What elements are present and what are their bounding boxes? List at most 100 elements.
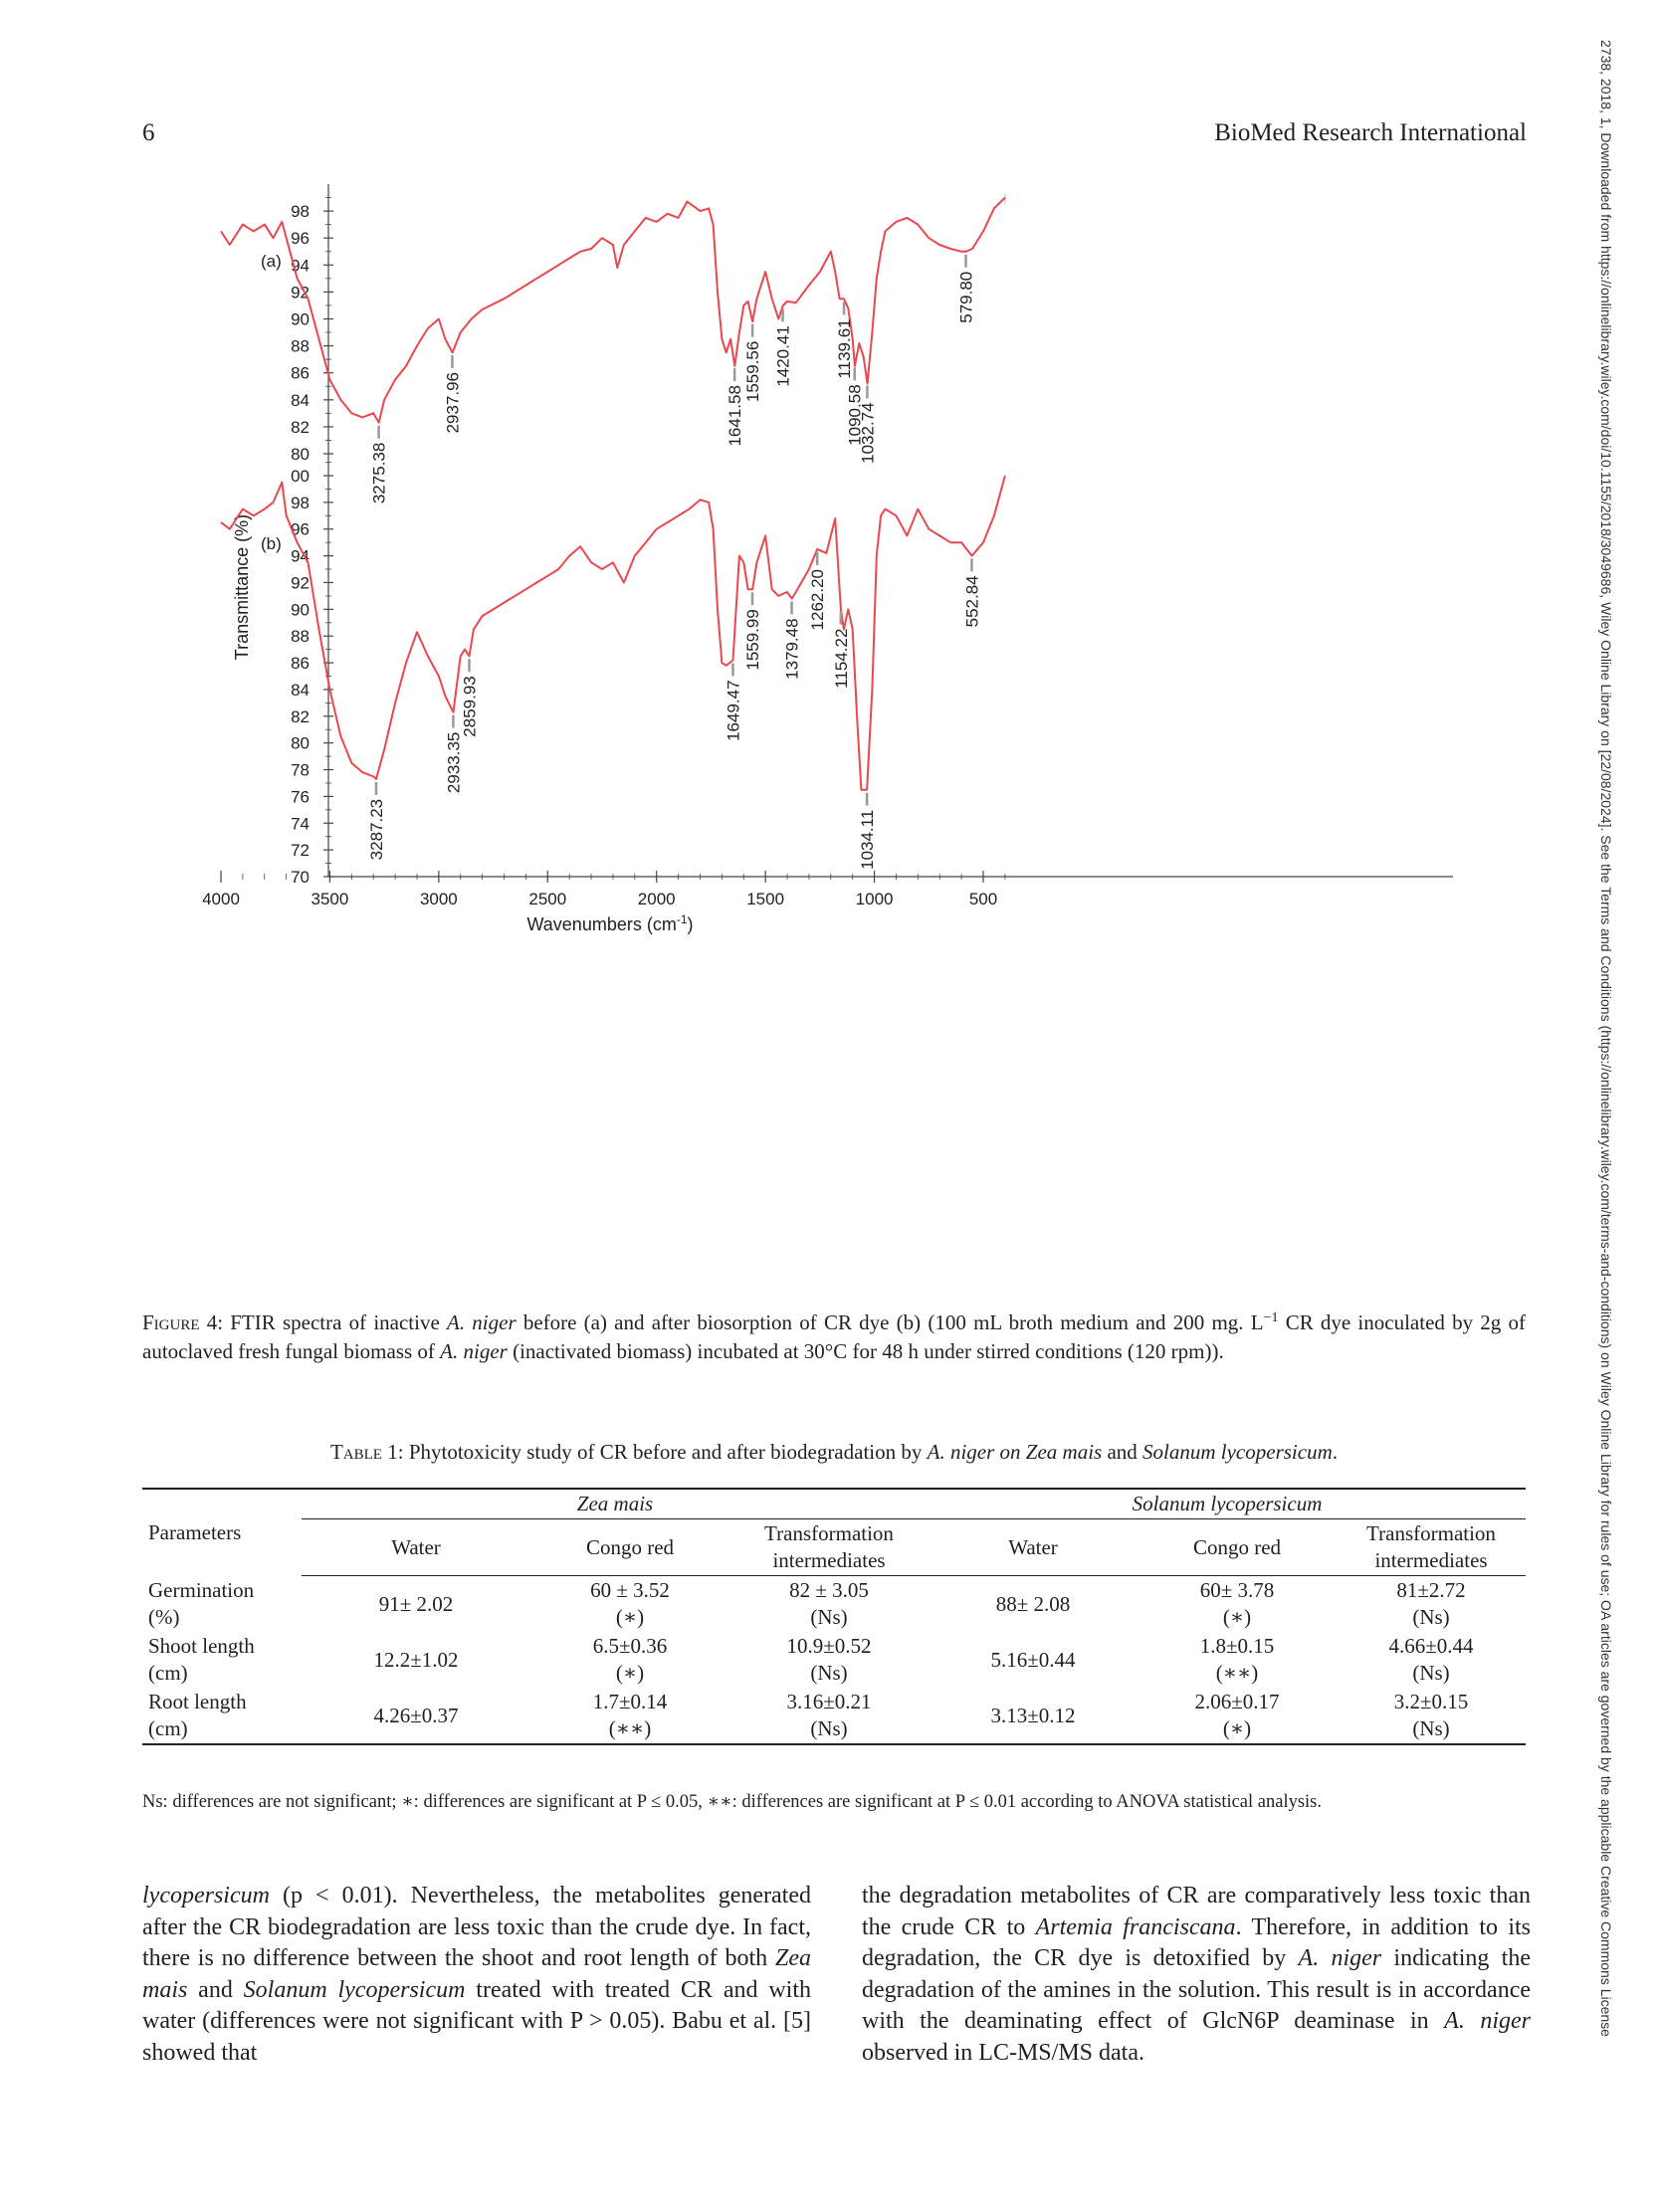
peak-label: 2859.93 [461,676,480,736]
row-parameter: Germination (%) [148,1577,255,1629]
subheader: Water [929,1518,1138,1576]
subheader: Congo red [530,1518,729,1576]
journal-title: BioMed Research International [1214,119,1527,146]
body-text-right: the degradation metabolites of CR are co… [862,1883,1532,2066]
table-cell: 81±2.72 (Ns) [1396,1578,1466,1629]
y-tick-label: 96 [291,229,310,248]
table-cell: 3.16±0.21 (Ns) [729,1688,929,1745]
y-tick-label: 92 [291,573,310,592]
body-text-left: lycopersicum (p < 0.01). Nevertheless, t… [142,1883,811,2066]
peak-label: 1559.56 [743,341,762,402]
x-tick-label: 1000 [856,890,894,908]
table-cell: 12.2±1.02 [373,1647,459,1672]
x-tick-label: 2000 [638,890,676,908]
y-tick-label: 96 [291,520,310,539]
peak-label: 1420.41 [774,325,793,386]
y-tick-label: 92 [291,283,310,302]
y-tick-label: 80 [291,445,310,464]
panel-label: (b) [261,534,282,553]
figure-caption: Figure 4: FTIR spectra of inactive A. ni… [142,1310,1527,1363]
table-row: Root length (cm) 4.26±0.37 1.7±0.14 (∗∗) 3.16… [142,1688,1526,1745]
ftir-chart: 80 82 84 86 88 90 92 94 96 98 70 72 74 76 78 80 82 84 86 88… [202,184,1453,934]
peak-label: 3275.38 [370,443,389,503]
y-tick-label: 72 [291,841,310,860]
subheader: Water [302,1518,530,1576]
table-cell: 5.16±0.44 [990,1647,1076,1672]
table-cell: 4.66±0.44 (Ns) [1388,1634,1474,1685]
y-tick-label: 78 [291,761,310,780]
y-tick-label: 84 [291,391,310,410]
y-tick-label: 90 [291,310,310,329]
chart-series: (a) (b) [220,196,1006,791]
y-tick-label: 86 [291,654,310,673]
table-cell: 88± 2.08 [995,1591,1071,1616]
subheader: Transformation intermediates [1337,1518,1526,1576]
y-tick-label: 90 [291,600,310,619]
x-tick-label: 500 [969,890,997,908]
y-tick-label: 70 [291,868,310,887]
table-footnote: Ns: differences are not significant; ∗: … [142,1792,1323,1812]
peak-label: 1032.74 [858,402,877,463]
table-row: Shoot length (cm) 12.2±1.02 6.5±0.36 (∗) 10.9… [142,1632,1526,1688]
peak-label: 552.84 [962,575,981,627]
table-caption: Table 1: Phytotoxicity study of CR befor… [329,1440,1338,1464]
table-cell: 82 ± 3.05 (Ns) [789,1578,869,1629]
peak-label: 1090.58 [846,384,865,445]
row-parameter: Root length (cm) [142,1688,302,1745]
table-cell: 10.9±0.52 (Ns) [786,1634,872,1685]
peak-label: 1641.58 [726,385,744,446]
page-number: 6 [142,119,155,146]
table-cell: 60 ± 3.52 (∗) [590,1578,670,1629]
x-tick-label: 3000 [420,890,458,908]
table-cell: 3.2±0.15 (Ns) [1337,1688,1526,1745]
y-tick-label: 88 [291,337,310,356]
peak-label: 1034.11 [858,810,877,870]
series-line-a [220,196,1006,424]
y-tick-label: 98 [291,202,310,221]
y-tick-label: 88 [291,627,310,646]
table-row: Germination (%) 91± 2.02 60 ± 3.52 (∗) 82 ± 3… [142,1576,1526,1633]
peak-label: 1649.47 [724,680,742,740]
group-header-zea: Zea mais [302,1488,929,1519]
subheader: Congo red [1138,1518,1337,1576]
y-tick-label: 82 [291,418,310,437]
peak-label: 1262.20 [808,569,827,630]
phytotoxicity-table: Parameters Zea mais Solanum lycopersicum… [142,1488,1526,1745]
y-tick-label: 84 [291,681,310,700]
chart-axes: 80 82 84 86 88 90 92 94 96 98 70 72 74 76 78 80 82 84 86 88… [202,184,1453,934]
table-cell: 6.5±0.36 (∗) [592,1634,668,1685]
peak-label: 1154.22 [832,629,851,689]
panel-label: (a) [261,252,282,271]
y-tick-label: 82 [291,707,310,726]
y-tick-label: 76 [291,787,310,806]
y-tick-label: 80 [291,734,310,753]
peak-label: 1559.99 [743,609,762,670]
table-cell: 2.06±0.17 (∗) [1138,1688,1337,1745]
y-tick-label: 98 [291,494,310,512]
group-header-solanum: Solanum lycopersicum [929,1488,1526,1519]
table-cell: 60± 3.78 (∗) [1199,1578,1275,1629]
param-header: Parameters [142,1488,302,1576]
y-tick-label: 74 [291,814,310,833]
download-side-note: 2738, 2018, 1, Downloaded from https://o… [1598,40,1614,2037]
series-line-b [220,475,1006,791]
y-tick-label: 86 [291,364,310,383]
table-cell: 1.7±0.14 (∗∗) [530,1688,729,1745]
x-tick-label: 2500 [528,890,566,908]
row-parameter: Shoot length (cm) [148,1634,255,1685]
peak-label: 1379.48 [783,618,802,679]
y-axis-label: Transmittance (%) [232,514,252,660]
subheader: Transformation intermediates [729,1518,929,1576]
x-tick-label: 4000 [202,890,240,908]
x-tick-label: 3500 [311,890,349,908]
table-cell: 4.26±0.37 [302,1688,530,1745]
peak-label: 2937.96 [443,372,462,433]
peak-label: 1139.61 [835,318,854,378]
table-cell: 3.13±0.12 [929,1688,1138,1745]
table-cell: 1.8±0.15 (∗∗) [1199,1634,1275,1685]
x-tick-label: 1500 [746,890,784,908]
y-tick-label: 94 [291,547,310,566]
y-tick-label: 00 [291,467,310,486]
x-axis-label: Wavenumbers (cm-1) [526,912,693,934]
